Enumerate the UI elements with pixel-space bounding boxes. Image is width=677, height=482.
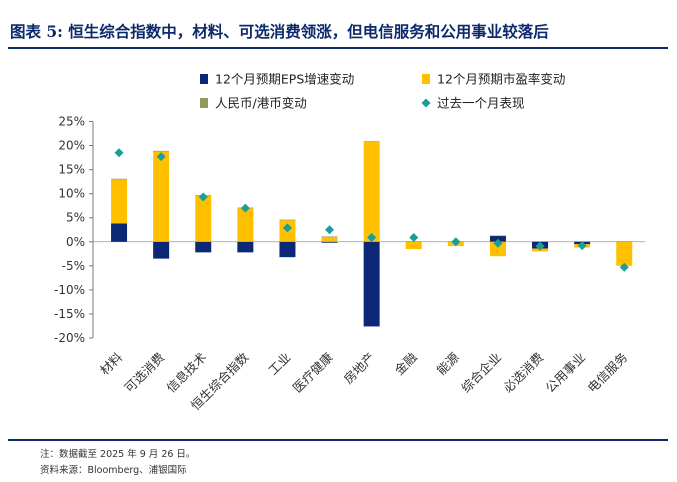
- bar-pe: [153, 151, 170, 242]
- bar-eps: [153, 241, 170, 259]
- category-label: 综合企业: [458, 350, 504, 396]
- category-label: 材料: [97, 349, 126, 378]
- bar-pe: [237, 208, 254, 242]
- category-label: 工业: [265, 350, 293, 378]
- bar-eps: [321, 241, 338, 243]
- y-tick-label: 25%: [58, 115, 85, 129]
- performance-marker: [240, 203, 250, 213]
- performance-marker: [367, 232, 377, 242]
- performance-marker: [156, 152, 166, 162]
- bars: [111, 141, 633, 327]
- legend-swatch: [200, 98, 208, 108]
- bar-fx: [532, 241, 549, 242]
- bar-pe: [195, 195, 212, 242]
- y-tick-label: 20%: [58, 139, 85, 153]
- performance-marker: [619, 262, 629, 272]
- category-label: 房地产: [341, 350, 378, 387]
- bar-eps: [279, 241, 296, 258]
- bar-pe: [489, 241, 506, 257]
- performance-marker: [577, 241, 587, 251]
- legend-swatch: [200, 74, 208, 84]
- bar-pe: [363, 141, 380, 242]
- legend-label: 12个月预期市盈率变动: [437, 72, 565, 87]
- bar-fx: [279, 219, 296, 221]
- title-rule: [8, 47, 668, 49]
- y-tick-label: 10%: [58, 187, 85, 201]
- chart-title: 图表 5: 恒生综合指数中，材料、可选消费领涨，但电信服务和公用事业较落后: [10, 22, 549, 41]
- category-label: 金融: [392, 349, 421, 378]
- legend-label: 12个月预期EPS增速变动: [215, 72, 354, 87]
- category-label: 能源: [434, 349, 463, 378]
- bar-pe: [321, 236, 338, 242]
- bar-fx: [111, 178, 128, 180]
- bar-fx: [321, 236, 338, 238]
- category-label: 可选消费: [121, 350, 167, 396]
- y-tick-label: -15%: [54, 307, 85, 321]
- bar-fx: [489, 235, 506, 237]
- bar-eps: [363, 241, 380, 327]
- performance-marker: [282, 223, 292, 233]
- footer-rule: [8, 439, 668, 441]
- performance-markers: [114, 148, 629, 272]
- y-tick-label: -10%: [54, 283, 85, 297]
- legend-label: 过去一个月表现: [437, 96, 525, 111]
- bar-eps: [195, 241, 212, 253]
- bar-fx: [153, 150, 170, 152]
- performance-marker: [535, 241, 545, 251]
- footnote: 注：数据截至 2025 年 9 月 26 日。: [40, 449, 196, 460]
- category-label: 必选消费: [500, 350, 546, 396]
- performance-marker: [451, 237, 461, 247]
- performance-marker: [409, 232, 419, 242]
- bar-pe: [405, 241, 422, 249]
- bar-fx: [616, 241, 633, 242]
- y-tick-label: 5%: [66, 211, 85, 225]
- y-tick-label: 0%: [66, 235, 85, 249]
- bar-pe: [616, 241, 633, 266]
- performance-marker: [325, 225, 335, 235]
- y-tick-label: -5%: [62, 259, 85, 273]
- source-note: 资料来源：Bloomberg、浦银国际: [40, 465, 187, 476]
- bar-eps: [237, 241, 254, 253]
- legend-label: 人民币/港币变动: [215, 96, 307, 111]
- bar-eps: [111, 223, 128, 242]
- bar-fx: [363, 141, 380, 142]
- performance-marker: [114, 148, 124, 158]
- performance-marker: [198, 192, 208, 202]
- legend-swatch: [422, 74, 430, 84]
- category-label: 电信服务: [584, 350, 630, 396]
- y-axis: 25% 20% 15% 10% 5% 0% -5% -10% -15% -20%: [54, 115, 646, 345]
- legend-swatch: [421, 98, 431, 108]
- category-label: 医疗健康: [290, 349, 336, 395]
- performance-marker: [493, 238, 503, 248]
- y-tick-label: 15%: [58, 163, 85, 177]
- category-label: 公用事业: [542, 350, 588, 396]
- bar-pe: [111, 179, 128, 224]
- y-tick-label: -20%: [54, 331, 85, 345]
